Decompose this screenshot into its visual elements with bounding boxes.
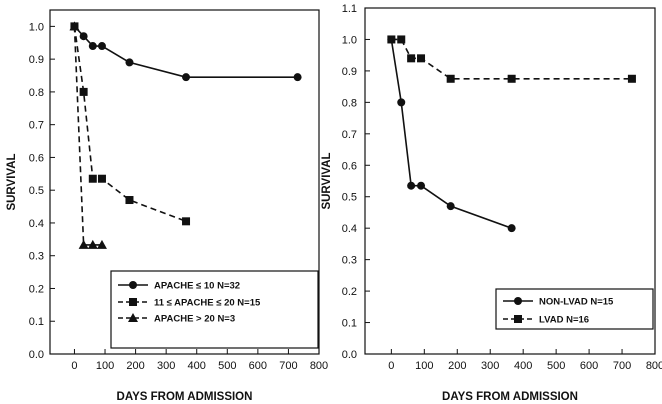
y-tick-label: 0.8 [29, 87, 44, 99]
series-line-2 [73, 26, 187, 223]
y-tick-label: 0.3 [29, 251, 44, 263]
x-tick-label: 500 [547, 360, 565, 372]
x-tick-label: 0 [388, 360, 394, 372]
plot-frame [49, 9, 320, 355]
x-tick-label: 700 [613, 360, 631, 372]
x-tick-label: 100 [96, 360, 114, 372]
data-point-series-2 [79, 87, 88, 96]
y-tick-label: 0.2 [29, 283, 44, 295]
legend-marker [514, 315, 522, 323]
legend-marker [128, 313, 138, 322]
data-point-series-3 [87, 239, 98, 249]
y-tick-label: 0.5 [29, 185, 44, 197]
data-point-series-1 [125, 58, 134, 67]
y-tick-label: 0.7 [342, 129, 357, 141]
legend-label: APACHE > 20 N=3 [154, 314, 235, 325]
chart-1: 0.0 0.1 0.2 0.3 0.4 0.5 0.6 0.7 0.8 0.9 1.0 0 100 200… [6, 9, 328, 403]
y-tick-label: 0.2 [342, 286, 357, 298]
data-point-series-1 [79, 32, 88, 41]
data-point-series-2 [88, 174, 97, 183]
y-tick-label: 0.6 [342, 160, 357, 172]
x-tick-label: 500 [218, 360, 236, 372]
y-tick-label: 0.5 [342, 192, 357, 204]
legend: APACHE ≤ 10 N=32 11 ≤ APACHE ≤ 20 N=15 APA… [110, 270, 319, 349]
legend-marker [129, 298, 137, 306]
x-tick-label: 200 [448, 360, 466, 372]
y-tick-label: 0.6 [29, 152, 44, 164]
data-point-series-3 [78, 239, 89, 249]
data-point-series-1 [507, 224, 516, 233]
y-tick-label: 0.4 [342, 223, 357, 235]
legend-label: NON-LVAD N=15 [539, 297, 614, 308]
data-point-series-1 [446, 202, 455, 211]
data-point-series-1 [97, 42, 106, 51]
data-point-series-1 [88, 42, 97, 51]
y-tick-label: 0.9 [342, 66, 357, 78]
y-axis-title: SURVIVAL [321, 152, 333, 209]
y-tick-label: 0.0 [29, 349, 44, 361]
y-tick-label: 0.3 [342, 255, 357, 267]
x-tick-label: 700 [279, 360, 297, 372]
x-tick-label: 800 [646, 360, 662, 372]
y-tick-label: 1.0 [342, 34, 357, 46]
legend: NON-LVAD N=15 LVAD N=16 [495, 288, 654, 330]
y-tick-label: 1.1 [342, 3, 357, 15]
data-point-series-2 [407, 54, 416, 63]
x-tick-label: 300 [157, 360, 175, 372]
x-tick-label: 200 [126, 360, 144, 372]
x-tick-label: 600 [580, 360, 598, 372]
y-tick-label: 0.9 [29, 54, 44, 66]
data-point-series-2 [397, 35, 406, 44]
data-point-series-2 [125, 196, 134, 205]
series-line-3 [73, 26, 102, 246]
series-line-1 [390, 39, 512, 229]
x-axis-title: DAYS FROM ADMISSION [117, 391, 253, 403]
data-point-series-1 [397, 98, 406, 107]
series-line-2 [391, 38, 632, 80]
series-line-1 [73, 25, 298, 78]
data-point-series-3 [69, 21, 80, 31]
data-point-series-2 [182, 217, 191, 226]
data-point-series-1 [293, 73, 302, 82]
x-tick-label: 800 [310, 360, 328, 372]
y-tick-label: 0.8 [342, 97, 357, 109]
y-axis-title: SURVIVAL [6, 153, 18, 210]
x-tick-label: 0 [71, 360, 77, 372]
legend-marker [514, 297, 522, 305]
legend-label: LVAD N=16 [539, 315, 589, 326]
legend-label: 11 ≤ APACHE ≤ 20 N=15 [154, 298, 261, 309]
data-point-series-1 [182, 73, 191, 82]
y-tick-label: 0.7 [29, 120, 44, 132]
x-tick-label: 300 [481, 360, 499, 372]
x-tick-label: 400 [188, 360, 206, 372]
y-tick-label: 1.0 [29, 21, 44, 33]
y-tick-label: 0.0 [342, 349, 357, 361]
y-tick-label: 0.4 [29, 218, 44, 230]
legend-label: APACHE ≤ 10 N=32 [154, 281, 240, 292]
x-axis-title: DAYS FROM ADMISSION [442, 391, 578, 403]
data-point-series-2 [507, 74, 516, 83]
y-tick-label: 0.1 [29, 316, 44, 328]
chart-2: 0.0 0.1 0.2 0.3 0.4 0.5 0.6 0.7 0.8 0.9 1.0 1.1 0 100… [321, 3, 662, 403]
y-tick-label: 0.1 [342, 318, 357, 330]
data-point-series-1 [417, 181, 426, 190]
x-tick-label: 400 [514, 360, 532, 372]
data-point-series-2 [387, 35, 396, 44]
plot-frame [364, 7, 656, 355]
data-point-series-2 [446, 74, 455, 83]
legend-box [495, 288, 654, 330]
data-point-series-2 [97, 174, 106, 183]
x-tick-label: 100 [415, 360, 433, 372]
data-point-series-3 [96, 239, 107, 249]
data-point-series-1 [407, 181, 416, 190]
x-tick-label: 600 [249, 360, 267, 372]
data-point-series-2 [627, 74, 636, 83]
legend-box [110, 270, 319, 349]
legend-marker [129, 281, 137, 289]
data-point-series-2 [417, 54, 426, 63]
